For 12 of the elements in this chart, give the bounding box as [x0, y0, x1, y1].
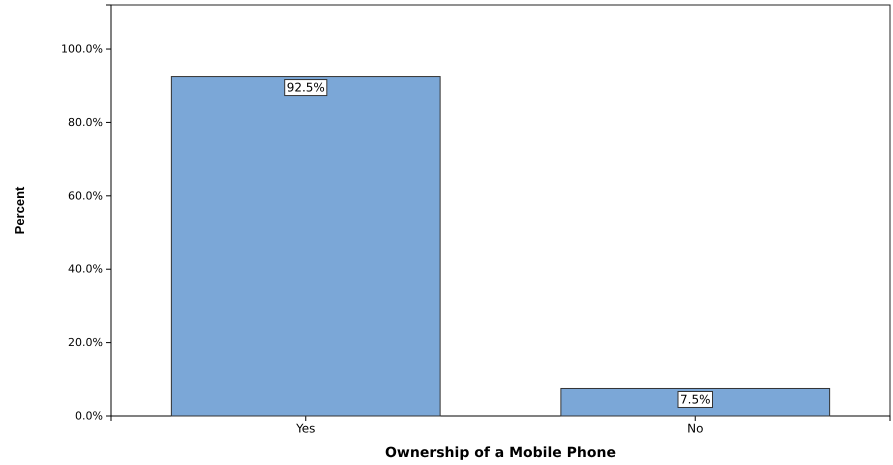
y-axis-title: Percent [12, 186, 27, 234]
y-tick-label: 60.0% [68, 189, 103, 202]
x-axis-title: Ownership of a Mobile Phone [385, 445, 616, 461]
y-tick-label: 40.0% [68, 262, 103, 276]
y-tick-label: 100.0% [61, 42, 103, 56]
data-label: 92.5% [286, 80, 325, 95]
y-tick-label: 20.0% [68, 336, 103, 350]
y-tick-label: 80.0% [68, 116, 103, 129]
x-tick-label: No [687, 422, 704, 436]
y-tick-label: 0.0% [75, 410, 103, 423]
data-label: 7.5% [680, 392, 710, 406]
x-tick-label: Yes [295, 422, 316, 436]
